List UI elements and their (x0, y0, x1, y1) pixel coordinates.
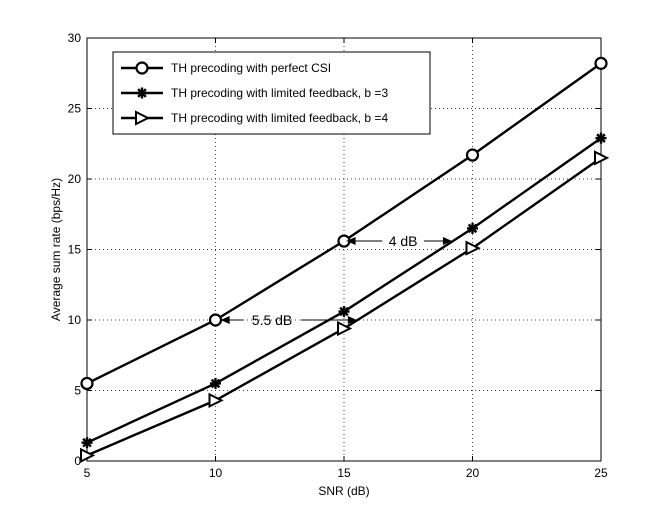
series-2 (81, 132, 607, 449)
series-3 (80, 150, 610, 463)
data-point-marker (208, 313, 223, 327)
data-point-marker (81, 437, 93, 449)
triangle-marker-shape (135, 110, 151, 126)
y-tick-label: 30 (68, 31, 82, 45)
data-point-marker (337, 320, 353, 337)
data-point-marker (594, 56, 608, 70)
annotation-label: 5.5 dB (252, 312, 292, 328)
y-tick-label: 25 (68, 102, 82, 116)
star-marker-stroke (596, 133, 606, 143)
legend-label: TH precoding with perfect CSI (171, 61, 331, 75)
data-point-marker (465, 148, 480, 162)
star-marker-stroke (137, 88, 147, 98)
legend-box (112, 51, 431, 135)
grid-lines (87, 38, 601, 461)
y-tick-label: 10 (68, 313, 82, 327)
annotations: 4 dB 5.5 dB (220, 233, 452, 328)
circle-marker-shape (80, 376, 94, 391)
triangle-marker-shape (337, 320, 353, 337)
star-marker-stroke (82, 437, 92, 448)
star-marker-stroke (467, 223, 478, 234)
data-point-marker (465, 240, 481, 256)
legend-entry-3: TH precoding with limited feedback, b =4 (121, 110, 388, 126)
data-point-marker (80, 447, 96, 463)
legend-marker (136, 87, 148, 99)
star-marker-stroke (339, 306, 349, 317)
triangle-marker-shape (208, 392, 224, 408)
x-tick-label: 20 (466, 466, 480, 480)
circle-marker-shape (208, 313, 223, 327)
circle-marker-shape (135, 61, 149, 75)
data-point-marker (208, 392, 224, 408)
circle-marker-shape (465, 148, 480, 162)
triangle-marker-shape (80, 447, 96, 463)
y-axis-label: Average sum rate (bps/Hz) (49, 178, 63, 321)
triangle-marker-shape (594, 150, 610, 166)
series-1 (80, 56, 608, 391)
data-point-marker (80, 376, 94, 391)
legend-entry-2: TH precoding with limited feedback, b =3 (121, 86, 388, 100)
x-tick-label: 10 (209, 466, 223, 480)
data-point-marker (467, 222, 478, 234)
y-tick-label: 5 (74, 384, 81, 398)
arrow-head (220, 316, 230, 324)
annotation-2: 5.5 dB (220, 312, 357, 328)
data-point-marker (594, 150, 610, 166)
data-point-marker (595, 132, 607, 144)
legend-label: TH precoding with limited feedback, b =4 (171, 111, 388, 125)
x-tick-label: 5 (84, 466, 91, 480)
x-tick-label: 15 (337, 466, 351, 480)
legend-marker (135, 110, 151, 126)
x-axis-label: SNR (dB) (318, 484, 369, 498)
legend-label: TH precoding with limited feedback, b =3 (171, 86, 388, 100)
arrow-head (347, 316, 357, 324)
circle-marker-shape (594, 56, 608, 70)
y-tick-label: 0 (74, 454, 81, 468)
data-point-marker (210, 377, 221, 389)
data-point-marker (338, 306, 350, 318)
legend: TH precoding with perfect CSI TH precodin… (112, 51, 431, 135)
y-tick-label: 20 (68, 172, 82, 186)
data-series (80, 56, 610, 463)
arrow-head (346, 237, 356, 246)
y-tick-label: 15 (68, 243, 82, 257)
star-marker-stroke (210, 378, 221, 389)
annotation-label: 4 dB (389, 233, 418, 249)
triangle-marker-shape (465, 240, 481, 256)
arrow-head (442, 237, 452, 246)
annotation-1: 4 dB (346, 233, 452, 249)
x-tick-label: 25 (594, 466, 608, 480)
legend-entry-1: TH precoding with perfect CSI (121, 61, 331, 75)
legend-marker (135, 61, 149, 75)
